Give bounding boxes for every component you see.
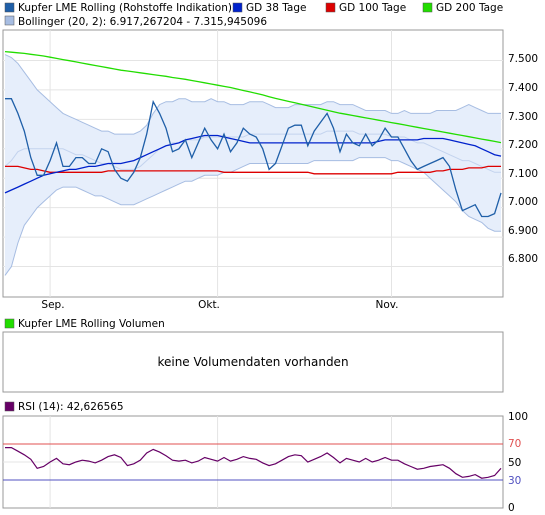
legend-swatch-gd200 [422,2,433,13]
rsi-tick-50: 50 [508,457,521,469]
legend-label-volume: Kupfer LME Rolling Volumen [18,318,165,330]
rsi-tick-100: 100 [508,411,528,423]
bollinger-lower-line [4,157,501,276]
rsi-tick-30: 30 [508,475,521,487]
x-tick-okt: Okt. [198,299,220,311]
legend-label-bollinger: Bollinger (20, 2): 6.917,267204 - 7.315,… [18,16,267,28]
legend-swatch-volume [4,318,15,329]
main-legend: Kupfer LME Rolling (Rohstoffe Indikation… [4,2,503,28]
bollinger-upper-line [4,54,501,135]
x-tick-sep: Sep. [41,299,64,311]
x-tick-nov: Nov. [375,299,398,311]
y-tick-7400: 7.400 [508,82,538,94]
volume-no-data-message: keine Volumendaten vorhanden [157,355,348,369]
rsi-gridlines [3,416,503,508]
legend-label-gd100: GD 100 Tage [339,2,406,14]
legend-swatch-rsi [4,401,15,412]
gd38-line [4,134,502,194]
y-tick-7500: 7.500 [508,53,538,65]
legend-swatch-price [4,2,15,13]
legend-label-gd38: GD 38 Tage [246,2,307,14]
price-line [5,98,502,218]
y-tick-6800: 6.800 [508,253,538,265]
y-tick-7000: 7.000 [508,196,538,208]
rsi-tick-70: 70 [508,438,521,450]
rsi-panel: RSI (14): 42,626565 100 70 50 30 0 [2,401,528,514]
gd100-line [5,165,501,175]
legend-swatch-bollinger [4,15,15,26]
legend-swatch-gd38 [232,2,243,13]
legend-label-rsi: RSI (14): 42,626565 [18,401,124,413]
y-tick-7300: 7.300 [508,111,538,123]
volume-plot-frame [2,331,504,393]
volume-panel: Kupfer LME Rolling Volumen keine Volumen… [2,318,504,393]
gd200-line [4,50,502,144]
rsi-tick-0: 0 [508,502,515,514]
rsi-line [5,447,502,479]
legend-label-price: Kupfer LME Rolling (Rohstoffe Indikation… [18,2,232,14]
y-tick-7200: 7.200 [508,139,538,151]
legend-label-gd200: GD 200 Tage [436,2,503,14]
main-plot-area [2,29,504,298]
bollinger-middle-line [4,130,501,173]
legend-swatch-gd100 [325,2,336,13]
main-y-axis: 7.500 7.400 7.300 7.200 7.100 7.000 6.90… [508,53,538,265]
y-tick-7100: 7.100 [508,168,538,180]
main-x-axis: Sep. Okt. Nov. [41,299,398,311]
y-tick-6900: 6.900 [508,225,538,237]
